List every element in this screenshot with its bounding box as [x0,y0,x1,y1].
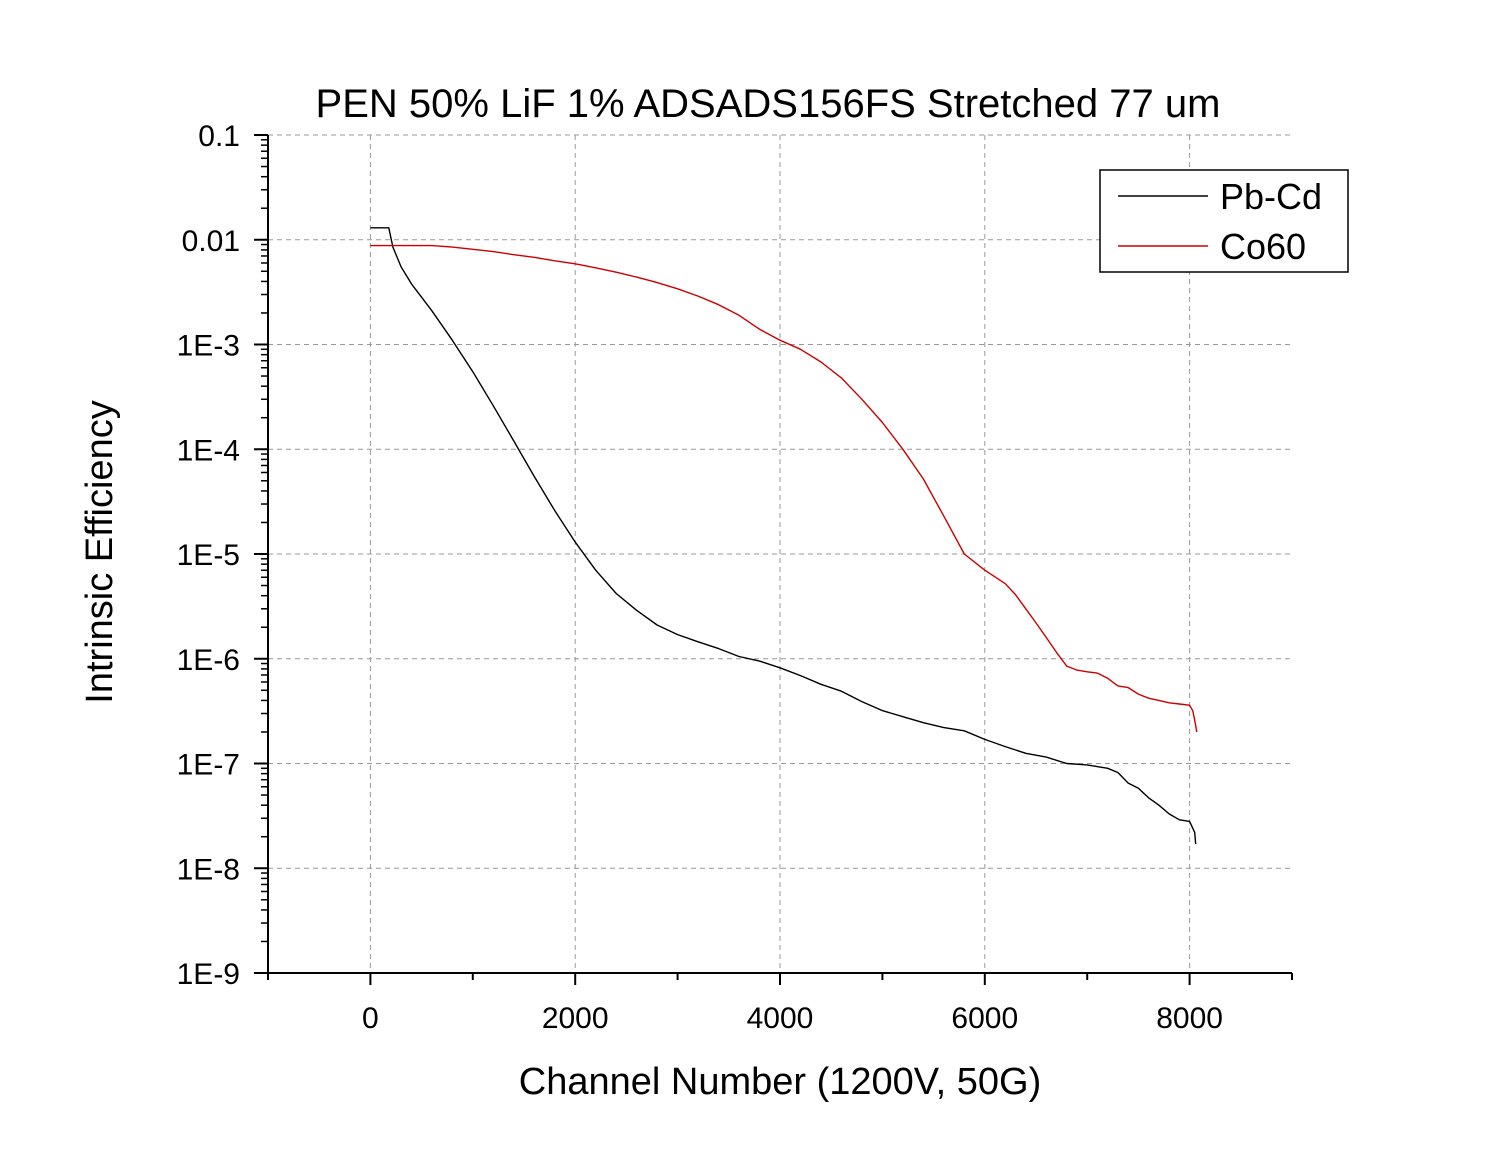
chart-title: PEN 50% LiF 1% ADSADS156FS Stretched 77 … [316,82,1221,126]
x-tick-label: 6000 [951,1002,1018,1035]
series-line-pb-cd [370,227,1197,845]
series-lines [370,227,1198,845]
y-tick-label: 0.01 [182,225,240,258]
y-tick-label: 0.1 [198,120,240,153]
y-axis-title: Intrinsic Efficiency [79,400,121,703]
x-tick-label: 4000 [747,1002,814,1035]
x-axis-title: Channel Number (1200V, 50G) [519,1061,1041,1103]
series-line-co60 [370,244,1198,733]
y-tick-label: 1E-6 [177,644,240,677]
y-tick-label: 1E-4 [177,434,240,467]
axes [254,134,1293,985]
y-tick-label: 1E-8 [177,853,240,886]
y-tick-label: 1E-3 [177,330,240,363]
legend-box [1099,169,1349,273]
grid-lines [268,134,1292,973]
y-tick-label: 1E-9 [177,958,240,991]
y-tick-label: 1E-7 [177,749,240,782]
x-tick-label: 8000 [1156,1002,1223,1035]
legend-label: Pb-Cd [1220,176,1322,217]
tick-labels: 0 2000 4000 6000 8000 0.1 0.01 1E-3 1E-4 1E-5 1E-6… [177,120,1223,1035]
x-tick-label: 2000 [542,1002,609,1035]
x-tick-label: 0 [362,1002,379,1035]
legend: Pb-Cd Co60 [1099,169,1349,273]
y-tick-label: 1E-5 [177,539,240,572]
legend-label: Co60 [1220,226,1306,267]
